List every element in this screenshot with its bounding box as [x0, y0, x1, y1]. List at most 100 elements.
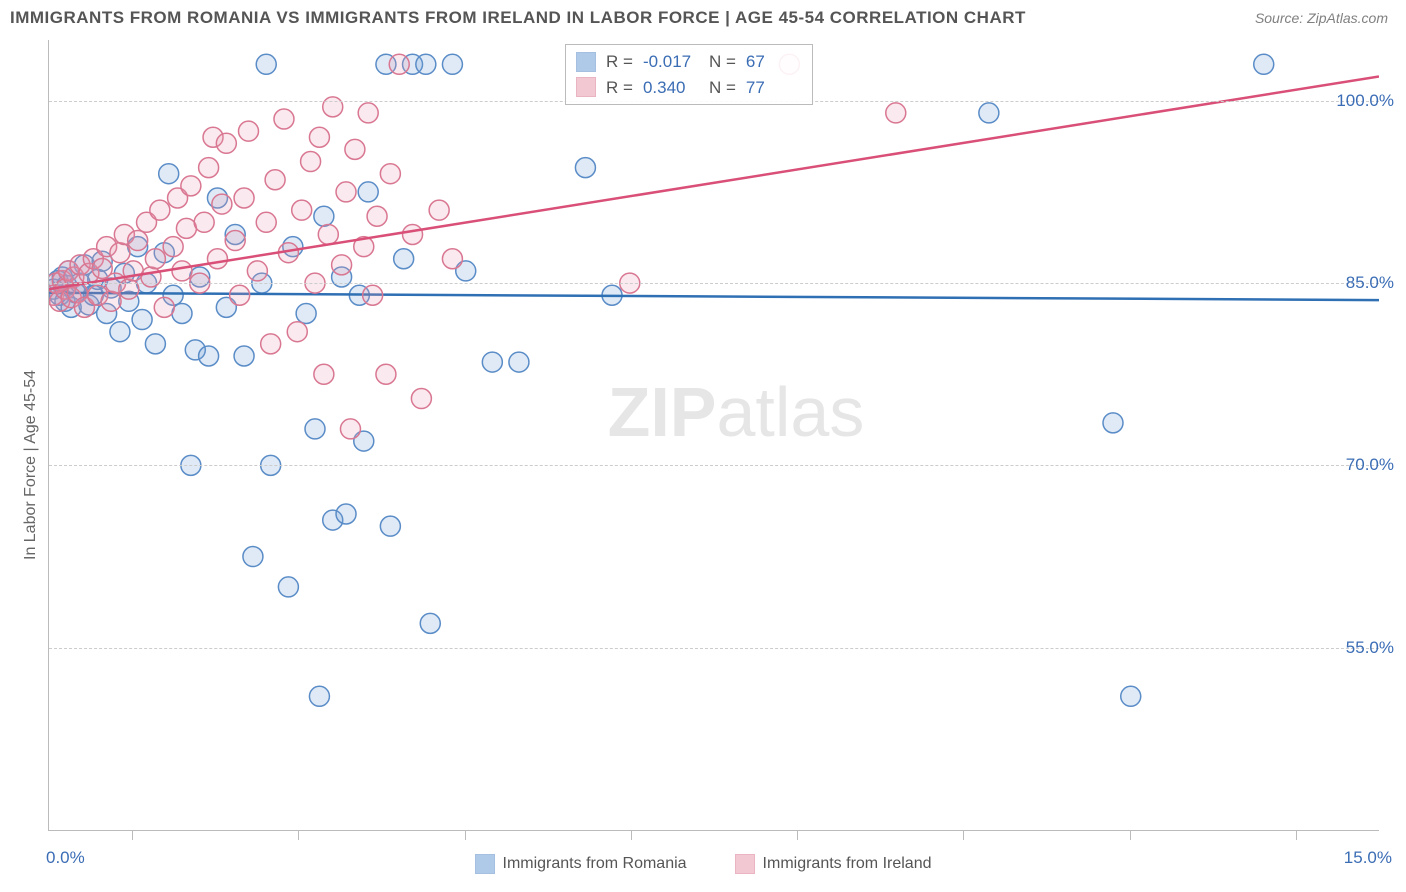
data-point-ireland — [128, 231, 148, 251]
data-point-romania — [296, 303, 316, 323]
plot-area: ZIPatlas — [48, 40, 1379, 831]
y-axis-label: In Labor Force | Age 45-54 — [22, 370, 40, 560]
data-point-ireland — [216, 133, 236, 153]
data-point-ireland — [172, 261, 192, 281]
data-point-ireland — [194, 212, 214, 232]
gridline — [49, 648, 1379, 649]
chart-container: IMMIGRANTS FROM ROMANIA VS IMMIGRANTS FR… — [0, 0, 1406, 892]
data-point-ireland — [212, 194, 232, 214]
data-point-romania — [199, 346, 219, 366]
stats-n-value: 77 — [746, 75, 802, 101]
data-point-ireland — [367, 206, 387, 226]
data-point-ireland — [380, 164, 400, 184]
gridline — [49, 465, 1379, 466]
x-tick — [465, 830, 466, 840]
y-tick-label: 70.0% — [1346, 455, 1394, 475]
data-point-ireland — [207, 249, 227, 269]
data-point-ireland — [318, 224, 338, 244]
gridline — [49, 283, 1379, 284]
data-point-romania — [145, 334, 165, 354]
data-point-romania — [482, 352, 502, 372]
x-tick — [963, 830, 964, 840]
data-point-ireland — [150, 200, 170, 220]
legend-swatch-ireland — [735, 854, 755, 874]
y-tick-label: 100.0% — [1336, 91, 1394, 111]
data-point-romania — [358, 182, 378, 202]
stats-r-label: R = — [606, 75, 633, 101]
data-point-ireland — [358, 103, 378, 123]
data-point-romania — [420, 613, 440, 633]
stats-n-value: 67 — [746, 49, 802, 75]
data-point-ireland — [247, 261, 267, 281]
trend-line-ireland — [49, 76, 1379, 289]
x-tick — [1130, 830, 1131, 840]
data-point-romania — [256, 54, 276, 74]
stats-r-value: 0.340 — [643, 75, 699, 101]
swatch-romania — [576, 52, 596, 72]
data-point-ireland — [389, 54, 409, 74]
data-point-ireland — [239, 121, 259, 141]
x-tick — [132, 830, 133, 840]
data-point-romania — [394, 249, 414, 269]
data-point-ireland — [411, 389, 431, 409]
stats-n-label: N = — [709, 75, 736, 101]
x-tick — [1296, 830, 1297, 840]
data-point-ireland — [403, 224, 423, 244]
stats-row-romania: R = -0.017 N = 67 — [576, 49, 802, 75]
legend-swatch-romania — [475, 854, 495, 874]
data-point-ireland — [376, 364, 396, 384]
data-point-ireland — [101, 291, 121, 311]
legend-item-ireland: Immigrants from Ireland — [735, 854, 932, 874]
data-point-ireland — [292, 200, 312, 220]
stats-n-label: N = — [709, 49, 736, 75]
legend-label-romania: Immigrants from Romania — [503, 855, 687, 873]
legend-label-ireland: Immigrants from Ireland — [763, 855, 932, 873]
data-point-romania — [509, 352, 529, 372]
stats-r-value: -0.017 — [643, 49, 699, 75]
x-tick — [797, 830, 798, 840]
data-point-ireland — [345, 139, 365, 159]
stats-r-label: R = — [606, 49, 633, 75]
data-point-ireland — [274, 109, 294, 129]
swatch-ireland — [576, 77, 596, 97]
data-point-romania — [575, 158, 595, 178]
source-attribution: Source: ZipAtlas.com — [1255, 10, 1388, 26]
data-point-ireland — [110, 243, 130, 263]
data-point-ireland — [429, 200, 449, 220]
data-point-ireland — [154, 297, 174, 317]
data-point-ireland — [340, 419, 360, 439]
y-tick-label: 55.0% — [1346, 638, 1394, 658]
data-point-romania — [979, 103, 999, 123]
data-point-romania — [314, 206, 334, 226]
legend: Immigrants from Romania Immigrants from I… — [0, 854, 1406, 874]
y-tick-label: 85.0% — [1346, 273, 1394, 293]
data-point-romania — [278, 577, 298, 597]
chart-title: IMMIGRANTS FROM ROMANIA VS IMMIGRANTS FR… — [10, 8, 1026, 28]
data-point-ireland — [314, 364, 334, 384]
data-point-ireland — [163, 237, 183, 257]
data-point-romania — [442, 54, 462, 74]
data-point-romania — [172, 303, 192, 323]
data-point-ireland — [265, 170, 285, 190]
data-point-ireland — [230, 285, 250, 305]
correlation-stats-box: R = -0.017 N = 67 R = 0.340 N = 77 — [565, 44, 813, 105]
data-point-ireland — [336, 182, 356, 202]
data-point-ireland — [442, 249, 462, 269]
data-point-ireland — [176, 218, 196, 238]
scatter-svg — [49, 40, 1379, 830]
data-point-ireland — [363, 285, 383, 305]
data-point-romania — [309, 686, 329, 706]
data-point-romania — [416, 54, 436, 74]
data-point-ireland — [287, 322, 307, 342]
data-point-ireland — [332, 255, 352, 275]
data-point-romania — [380, 516, 400, 536]
data-point-ireland — [301, 152, 321, 172]
data-point-ireland — [234, 188, 254, 208]
x-tick — [631, 830, 632, 840]
data-point-romania — [243, 547, 263, 567]
data-point-romania — [234, 346, 254, 366]
data-point-romania — [132, 310, 152, 330]
data-point-ireland — [309, 127, 329, 147]
legend-item-romania: Immigrants from Romania — [475, 854, 687, 874]
data-point-romania — [336, 504, 356, 524]
